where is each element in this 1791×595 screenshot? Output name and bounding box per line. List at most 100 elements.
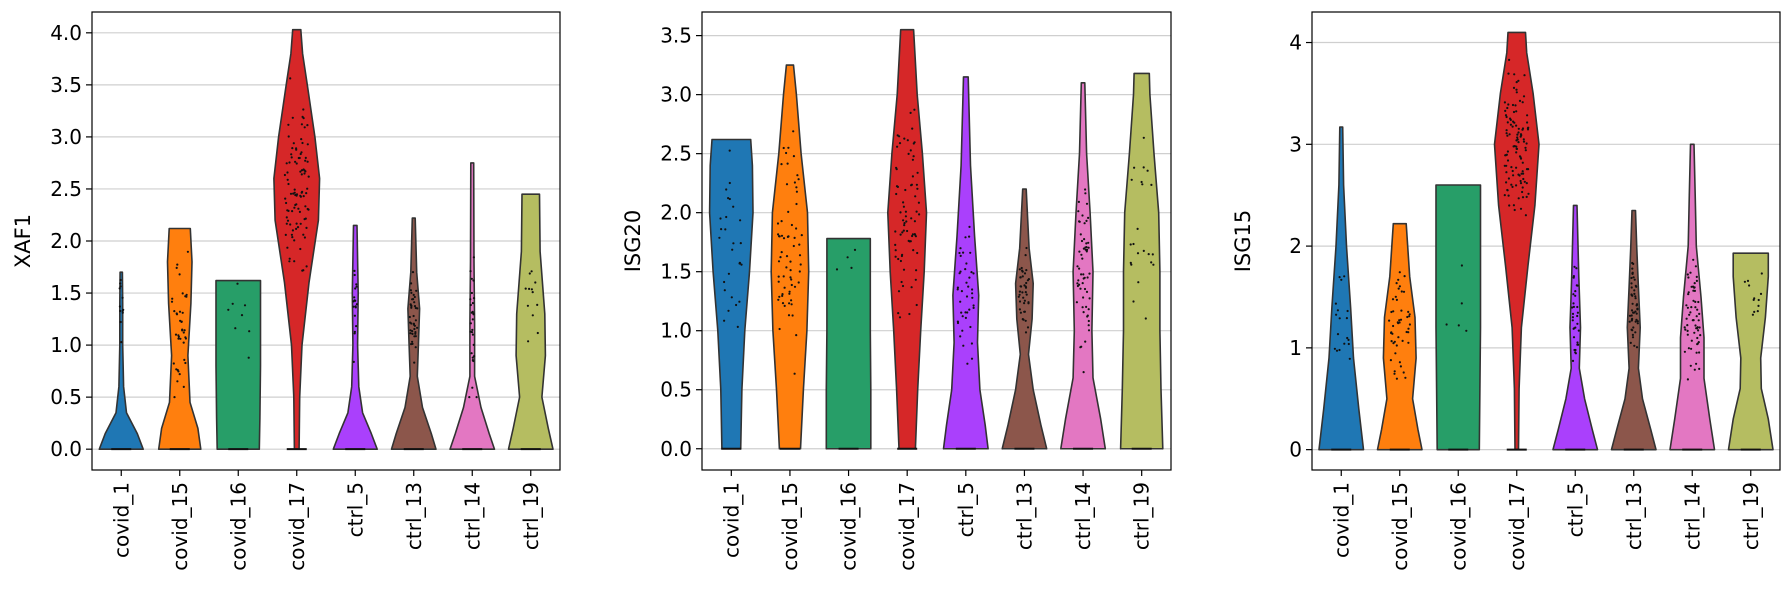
cell-dot [293,206,296,209]
cell-dot [179,337,182,340]
cell-dot [1635,304,1638,307]
x-tick-label-ctrl_13: ctrl_13 [1622,482,1646,550]
cell-dot [779,256,782,259]
cell-dot [913,220,917,223]
cell-dot [1080,253,1083,256]
cell-dot [1524,214,1527,217]
violin-ctrl_19 [1119,72,1164,450]
cell-dot [471,356,474,359]
cell-dot [1505,164,1508,167]
cell-dot [1635,318,1638,321]
cell-dot [792,130,795,133]
cell-dot [354,287,357,290]
violin-covid_16 [1435,184,1482,451]
cell-dot [915,303,918,307]
cell-dot [1348,357,1351,360]
cell-dot [1515,145,1518,148]
cell-dot [1019,285,1022,288]
cell-dot [1524,146,1527,149]
cell-dot [732,242,735,245]
cell-dot [897,312,900,315]
cell-dot [1087,241,1090,244]
cell-dot [470,277,473,280]
cell-dot [413,301,416,304]
cell-dot [1574,351,1577,354]
cell-dot [902,219,905,222]
cell-dot [1150,183,1153,186]
cell-dot [1333,347,1336,350]
cell-dot [1082,371,1085,374]
cell-dot [285,222,288,225]
cell-dot [288,257,291,260]
cell-dot [970,271,973,274]
cell-dot [470,291,473,295]
cell-dot [956,288,959,291]
cell-dot [1515,110,1518,113]
violin-panel-ISG15: 0 1 2 3 4 covid_1 covid_15 covid_16 covid_17 ctrl… [1231,11,1781,571]
cell-dot [916,187,919,190]
cell-dot [853,248,857,251]
cell-dot [1687,291,1690,294]
cell-dot [528,272,531,275]
cell-dot [785,266,788,269]
cell-dot [1515,124,1518,127]
cell-dot [1525,195,1528,198]
cell-dot [1576,341,1579,344]
cell-dot [534,281,537,284]
cell-dot [1400,309,1403,312]
cell-dot [120,341,123,344]
cell-dot [531,314,534,317]
cell-dot [1523,74,1526,77]
cell-dot [1024,319,1027,322]
cell-dot [302,195,305,198]
cell-dot [1686,333,1689,336]
cell-dot [1631,302,1634,305]
cell-dot [184,361,187,365]
cell-dot [732,205,735,208]
cell-dot [961,329,964,332]
cell-dot [1080,239,1084,243]
cell-dot [1632,326,1635,329]
cell-dot [1512,174,1515,177]
cell-dot [1390,331,1393,335]
cell-dot [894,255,897,258]
cell-dot [964,316,968,319]
cell-dot [894,249,897,252]
cell-dot [736,325,739,328]
cell-dot [413,327,416,331]
cell-dot [788,292,791,295]
cell-dot [353,332,356,335]
cell-dot [1025,246,1028,250]
cell-dot [231,302,234,305]
x-tick-label-ctrl_14: ctrl_14 [460,482,484,550]
cell-dot [1517,79,1520,82]
violin-ctrl_19 [1727,252,1774,451]
cell-dot [1515,88,1518,91]
cell-dot [1686,306,1689,309]
violin-ctrl_14 [1060,82,1107,450]
cell-dot [306,207,309,211]
cell-dot [1018,308,1022,311]
cell-dot [302,108,305,111]
cell-dot [959,270,962,273]
cell-dot [1408,315,1411,318]
cell-dot [1445,323,1448,326]
cell-dot [1515,184,1518,187]
cell-dot [353,330,356,333]
cell-dot [1019,311,1023,314]
cell-dot [718,236,721,239]
cell-dot [175,313,179,316]
x-tick-label-covid_15: covid_15 [1388,482,1412,571]
cell-dot [912,155,915,158]
cell-dot [300,138,303,141]
cell-dot [1634,297,1637,300]
y-axis-label: ISG20 [621,210,645,273]
x-tick-label-covid_16: covid_16 [226,482,250,571]
cell-dot [914,195,917,198]
cell-dot [1087,216,1090,219]
cell-dot [1144,317,1147,320]
cell-dot [1522,95,1526,98]
cell-dot [1397,336,1400,339]
cell-dot [472,297,476,300]
cell-dot [965,281,968,284]
